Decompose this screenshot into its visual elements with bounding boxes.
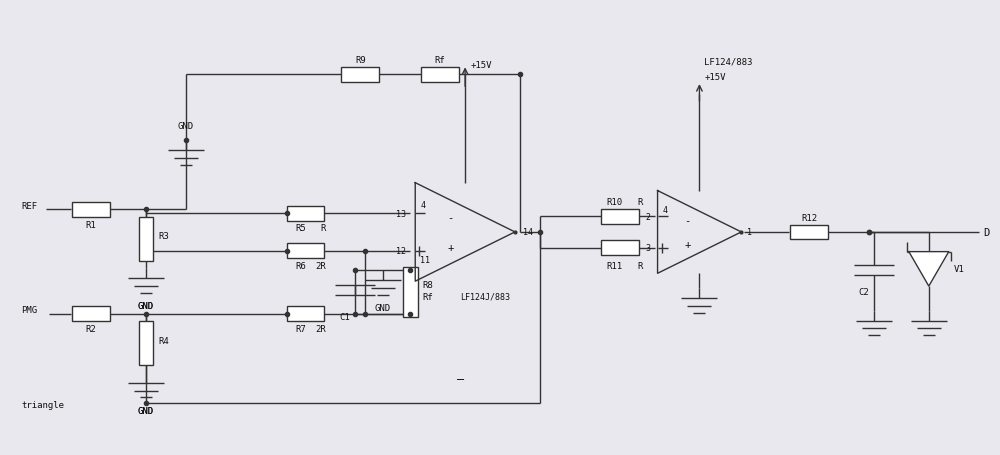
Text: 2R: 2R <box>315 261 326 270</box>
Bar <box>287 307 324 321</box>
Text: C2: C2 <box>858 287 869 296</box>
Text: R: R <box>321 224 326 233</box>
Text: +15V: +15V <box>704 73 726 81</box>
Text: 4: 4 <box>663 205 668 214</box>
Text: GND: GND <box>138 302 154 311</box>
Text: REF: REF <box>21 202 37 210</box>
Text: R2: R2 <box>86 324 97 333</box>
Text: LF124/883: LF124/883 <box>704 58 753 67</box>
Text: 3: 3 <box>646 243 651 253</box>
Text: GND: GND <box>138 406 154 415</box>
Text: R5: R5 <box>295 224 306 233</box>
Bar <box>790 225 828 240</box>
Text: Rf: Rf <box>422 293 433 302</box>
Bar <box>341 68 379 82</box>
Text: R1: R1 <box>86 220 97 229</box>
Bar <box>72 307 110 321</box>
Text: 4: 4 <box>420 201 425 210</box>
Bar <box>601 241 639 255</box>
Bar <box>601 209 639 224</box>
Bar <box>421 68 459 82</box>
Text: -: - <box>447 212 453 222</box>
Bar <box>72 202 110 217</box>
Text: GND: GND <box>138 406 154 415</box>
Text: GND: GND <box>138 302 154 311</box>
Bar <box>287 244 324 258</box>
Text: GND: GND <box>375 303 391 313</box>
Text: —: — <box>457 372 464 385</box>
Bar <box>139 321 153 366</box>
Text: 1: 1 <box>747 228 752 237</box>
Text: 2R: 2R <box>315 324 326 333</box>
Text: R11: R11 <box>607 261 623 270</box>
Text: +15V: +15V <box>470 61 492 70</box>
Text: GND: GND <box>178 122 194 131</box>
Bar <box>139 217 153 262</box>
Text: R9: R9 <box>355 56 366 65</box>
Text: D: D <box>984 228 990 238</box>
Text: 13: 13 <box>396 209 406 218</box>
Bar <box>287 207 324 221</box>
Text: -: - <box>684 216 691 226</box>
Text: C1: C1 <box>340 313 350 321</box>
Text: R: R <box>637 197 642 207</box>
Text: R10: R10 <box>607 197 623 207</box>
Text: R7: R7 <box>295 324 306 333</box>
Text: 12: 12 <box>396 247 406 256</box>
Text: V1: V1 <box>954 265 964 274</box>
Text: +: + <box>447 242 453 252</box>
Text: R6: R6 <box>295 261 306 270</box>
Text: LF124J/883: LF124J/883 <box>460 292 510 301</box>
Text: R12: R12 <box>801 213 817 222</box>
Text: 11: 11 <box>420 255 430 264</box>
Text: PMG: PMG <box>21 306 37 314</box>
Polygon shape <box>909 252 949 287</box>
Text: R: R <box>637 261 642 270</box>
Text: triangle: triangle <box>21 400 64 409</box>
Text: +: + <box>684 239 691 249</box>
Text: 14: 14 <box>523 228 533 237</box>
Text: 2: 2 <box>646 212 651 221</box>
Text: R8: R8 <box>422 280 433 289</box>
Bar <box>403 268 418 317</box>
Text: R4: R4 <box>158 336 169 345</box>
Text: R3: R3 <box>158 232 169 241</box>
Text: Rf: Rf <box>435 56 446 65</box>
